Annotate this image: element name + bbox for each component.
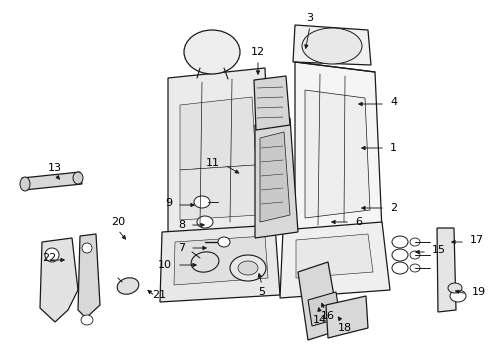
Text: 15: 15	[431, 245, 445, 255]
Ellipse shape	[45, 248, 59, 262]
Text: 22: 22	[42, 253, 56, 263]
Text: 2: 2	[389, 203, 396, 213]
Text: 21: 21	[152, 290, 166, 300]
Ellipse shape	[218, 237, 229, 247]
Text: 9: 9	[164, 198, 172, 208]
Text: 7: 7	[178, 243, 184, 253]
Polygon shape	[180, 165, 258, 220]
Polygon shape	[260, 132, 289, 222]
Polygon shape	[22, 172, 82, 190]
Ellipse shape	[197, 216, 213, 228]
Text: 1: 1	[389, 143, 396, 153]
Ellipse shape	[409, 251, 419, 259]
Polygon shape	[325, 296, 367, 338]
Text: 3: 3	[306, 13, 313, 23]
Text: 16: 16	[320, 311, 334, 321]
Ellipse shape	[117, 278, 139, 294]
Polygon shape	[436, 228, 455, 312]
Polygon shape	[180, 97, 256, 170]
Ellipse shape	[409, 238, 419, 246]
Ellipse shape	[238, 261, 258, 275]
Ellipse shape	[409, 264, 419, 272]
Polygon shape	[168, 68, 271, 238]
Text: 19: 19	[471, 287, 485, 297]
Polygon shape	[78, 234, 100, 318]
Text: 6: 6	[354, 217, 361, 227]
Text: 11: 11	[205, 158, 220, 168]
Ellipse shape	[391, 262, 407, 274]
Ellipse shape	[191, 252, 219, 272]
Polygon shape	[254, 118, 297, 238]
Ellipse shape	[447, 283, 461, 293]
Polygon shape	[297, 262, 339, 340]
Ellipse shape	[20, 177, 30, 191]
Polygon shape	[160, 225, 280, 302]
Ellipse shape	[73, 172, 83, 184]
Polygon shape	[305, 90, 369, 218]
Text: 5: 5	[258, 287, 265, 297]
Ellipse shape	[194, 196, 209, 208]
Polygon shape	[292, 25, 370, 65]
Polygon shape	[307, 292, 339, 326]
Text: 13: 13	[48, 163, 62, 173]
Polygon shape	[40, 238, 78, 322]
Polygon shape	[253, 76, 289, 130]
Text: 8: 8	[178, 220, 184, 230]
Ellipse shape	[81, 315, 93, 325]
Text: 12: 12	[250, 47, 264, 57]
Ellipse shape	[82, 243, 92, 253]
Ellipse shape	[449, 290, 465, 302]
Polygon shape	[280, 222, 389, 298]
Ellipse shape	[183, 30, 240, 74]
Text: 10: 10	[158, 260, 172, 270]
Text: 20: 20	[111, 217, 125, 227]
Polygon shape	[295, 234, 372, 278]
Polygon shape	[174, 236, 267, 285]
Text: 17: 17	[469, 235, 483, 245]
Text: 18: 18	[337, 323, 351, 333]
Ellipse shape	[229, 255, 265, 281]
Ellipse shape	[391, 236, 407, 248]
Polygon shape	[294, 62, 381, 240]
Text: 14: 14	[312, 315, 326, 325]
Ellipse shape	[302, 28, 361, 64]
Ellipse shape	[391, 249, 407, 261]
Text: 4: 4	[389, 97, 396, 107]
